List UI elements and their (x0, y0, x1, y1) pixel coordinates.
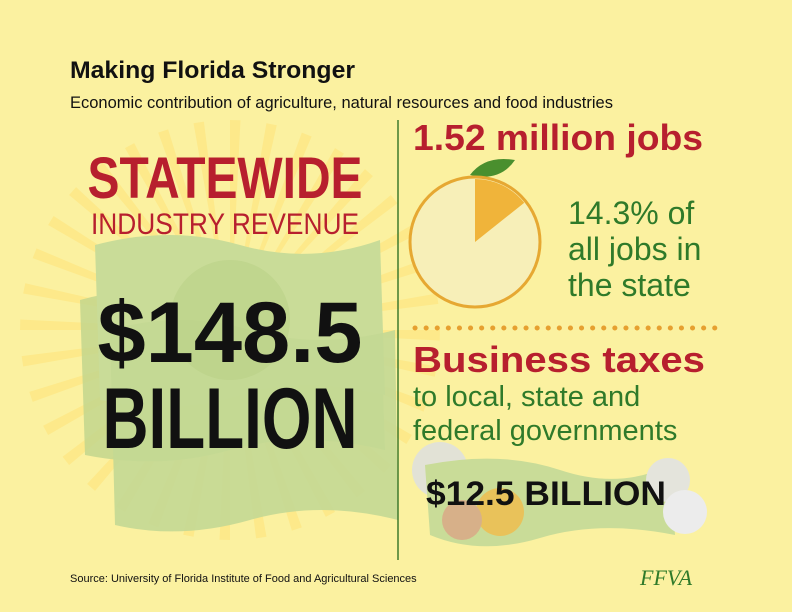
revenue-subheading: INDUSTRY REVENUE (91, 208, 359, 241)
source: Source: University of Florida Institute … (70, 573, 417, 585)
taxes-heading: Business taxes (413, 339, 705, 380)
taxes-line: federal governments (413, 415, 677, 447)
logo: FFVA (639, 565, 693, 590)
revenue-unit: BILLION (103, 371, 358, 467)
coins-and-bill (412, 442, 707, 547)
money-bills (80, 235, 398, 532)
leaf (470, 159, 515, 177)
jobs-share-line: all jobs in (568, 231, 701, 267)
revenue-amount: $148.5 (98, 285, 363, 381)
title: Making Florida Stronger (70, 57, 355, 84)
taxes-amount: $12.5 BILLION (426, 475, 666, 513)
taxes-line: to local, state and (413, 381, 640, 413)
jobs-share-line: 14.3% of (568, 195, 694, 231)
subtitle: Economic contribution of agriculture, na… (70, 94, 613, 112)
jobs-heading: 1.52 million jobs (413, 117, 703, 158)
pie (475, 179, 525, 242)
jobs-share-line: the state (568, 267, 691, 303)
pie-slice (475, 179, 525, 242)
revenue-heading: STATEWIDE (88, 146, 363, 211)
